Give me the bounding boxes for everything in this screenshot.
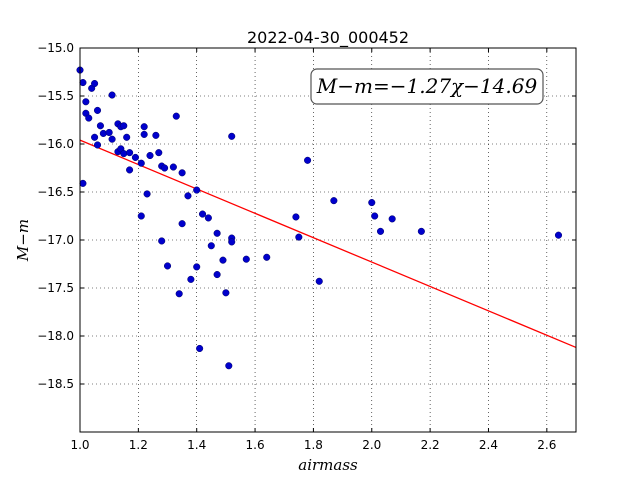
x-tick-label: 1.2 [129, 438, 148, 452]
y-tick-labels: −15.0 −15.5 −16.0 −16.5 −17.0 −17.5 −18.0 −18.5 [37, 41, 74, 391]
data-point [96, 122, 104, 130]
y-tick-label: −17.5 [37, 281, 74, 295]
data-point [204, 214, 212, 222]
data-point [304, 156, 312, 164]
x-tick-labels: 1.0 1.2 1.4 1.6 1.8 2.0 2.2 2.4 2.6 [70, 438, 556, 452]
x-tick-label: 1.4 [187, 438, 206, 452]
x-axis-label: airmass [298, 456, 358, 474]
data-point [120, 122, 128, 130]
data-point [172, 112, 180, 120]
data-point [79, 79, 87, 87]
data-point [158, 237, 166, 245]
data-point [123, 133, 131, 141]
data-points [76, 66, 563, 370]
data-point [146, 151, 154, 160]
data-point [143, 190, 151, 198]
data-point [99, 129, 107, 137]
data-point [140, 130, 148, 138]
data-point [193, 263, 201, 271]
data-point [178, 220, 186, 228]
data-point [85, 114, 93, 122]
data-point [184, 192, 192, 200]
x-tick-label: 2.0 [362, 438, 381, 452]
data-point [242, 255, 250, 263]
data-point [330, 197, 338, 205]
data-point [152, 131, 160, 139]
data-point [169, 163, 177, 171]
data-point [155, 149, 163, 157]
fit-annotation-frame [310, 68, 544, 105]
data-point [91, 133, 99, 141]
y-axis-label: M−m [14, 219, 32, 262]
chart-title: 2022-04-30_000452 [247, 28, 409, 48]
data-point [388, 215, 396, 223]
data-point [178, 169, 186, 177]
data-point [140, 123, 148, 131]
data-point [371, 212, 379, 220]
data-point [292, 213, 300, 221]
data-point [131, 153, 139, 161]
y-tick-label: −16.0 [37, 137, 74, 151]
data-point [295, 233, 303, 241]
data-point [263, 253, 271, 261]
data-point [137, 212, 145, 220]
data-point [417, 227, 425, 235]
fit-line [79, 139, 577, 349]
x-tick-label: 2.4 [479, 438, 498, 452]
data-point [554, 231, 563, 239]
data-point [163, 262, 172, 270]
x-tick-label: 1.0 [70, 438, 89, 452]
data-point [213, 271, 221, 279]
y-tick-label: −18.5 [37, 377, 74, 391]
fit-annotation-text: M−m=−1.27χ−14.69 [316, 74, 538, 98]
data-point [198, 210, 207, 218]
data-point [193, 186, 201, 194]
y-tick-label: −15.5 [37, 89, 74, 103]
x-tick-label: 2.6 [537, 438, 556, 452]
data-point [207, 242, 215, 250]
data-point [219, 256, 227, 264]
data-point [137, 159, 145, 167]
data-point [161, 164, 169, 172]
data-point [228, 132, 236, 140]
x-tick-label: 1.6 [246, 438, 265, 452]
data-point [376, 227, 385, 235]
data-point [105, 128, 113, 137]
data-point [91, 79, 99, 88]
data-point [213, 229, 221, 237]
data-point [315, 277, 323, 285]
data-point [93, 141, 102, 149]
data-point [126, 149, 134, 157]
fit-line-group [79, 139, 577, 349]
data-point [228, 238, 236, 246]
data-point [196, 344, 204, 353]
data-point [79, 179, 87, 187]
x-tick-label: 1.8 [304, 438, 323, 452]
data-point [120, 150, 128, 158]
data-point [108, 91, 116, 99]
data-point [126, 166, 134, 174]
fit-annotation-box: M−m=−1.27χ−14.69 [310, 68, 544, 105]
axis-ticks [79, 47, 576, 432]
y-tick-label: −15.0 [37, 41, 74, 55]
data-point [108, 135, 116, 143]
data-point [82, 98, 90, 106]
y-tick-label: −18.0 [37, 329, 74, 343]
data-point [222, 289, 230, 297]
data-point [93, 106, 102, 114]
y-tick-label: −17.0 [37, 233, 74, 247]
y-tick-label: −16.5 [37, 185, 74, 199]
data-point [187, 275, 195, 283]
x-tick-label: 2.2 [421, 438, 440, 452]
data-point [368, 199, 376, 207]
data-point [175, 290, 183, 298]
data-point [225, 362, 233, 370]
